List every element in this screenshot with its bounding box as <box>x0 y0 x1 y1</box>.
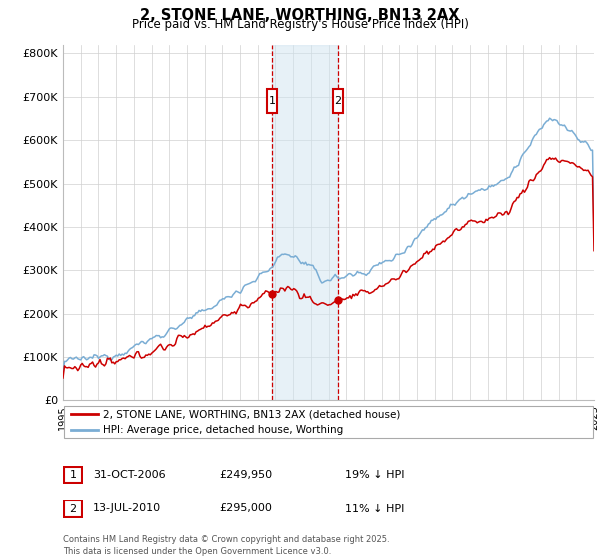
Text: 19% ↓ HPI: 19% ↓ HPI <box>345 470 404 480</box>
Text: HPI: Average price, detached house, Worthing: HPI: Average price, detached house, Wort… <box>103 425 343 435</box>
FancyBboxPatch shape <box>268 89 277 113</box>
Text: 2: 2 <box>335 96 341 106</box>
Text: 1: 1 <box>70 470 76 480</box>
Text: £249,950: £249,950 <box>219 470 272 480</box>
Text: £295,000: £295,000 <box>219 503 272 514</box>
FancyBboxPatch shape <box>333 89 343 113</box>
Text: Contains HM Land Registry data © Crown copyright and database right 2025.
This d: Contains HM Land Registry data © Crown c… <box>63 535 389 556</box>
Text: 2: 2 <box>70 504 76 514</box>
FancyBboxPatch shape <box>64 467 82 483</box>
Text: 31-OCT-2006: 31-OCT-2006 <box>93 470 166 480</box>
FancyBboxPatch shape <box>64 406 593 438</box>
Text: 13-JUL-2010: 13-JUL-2010 <box>93 503 161 514</box>
Bar <box>272 45 338 400</box>
Text: 2, STONE LANE, WORTHING, BN13 2AX (detached house): 2, STONE LANE, WORTHING, BN13 2AX (detac… <box>103 409 400 419</box>
Text: 1: 1 <box>269 96 276 106</box>
Text: 2, STONE LANE, WORTHING, BN13 2AX: 2, STONE LANE, WORTHING, BN13 2AX <box>140 8 460 24</box>
Text: Price paid vs. HM Land Registry's House Price Index (HPI): Price paid vs. HM Land Registry's House … <box>131 18 469 31</box>
Text: 11% ↓ HPI: 11% ↓ HPI <box>345 503 404 514</box>
FancyBboxPatch shape <box>64 501 82 517</box>
